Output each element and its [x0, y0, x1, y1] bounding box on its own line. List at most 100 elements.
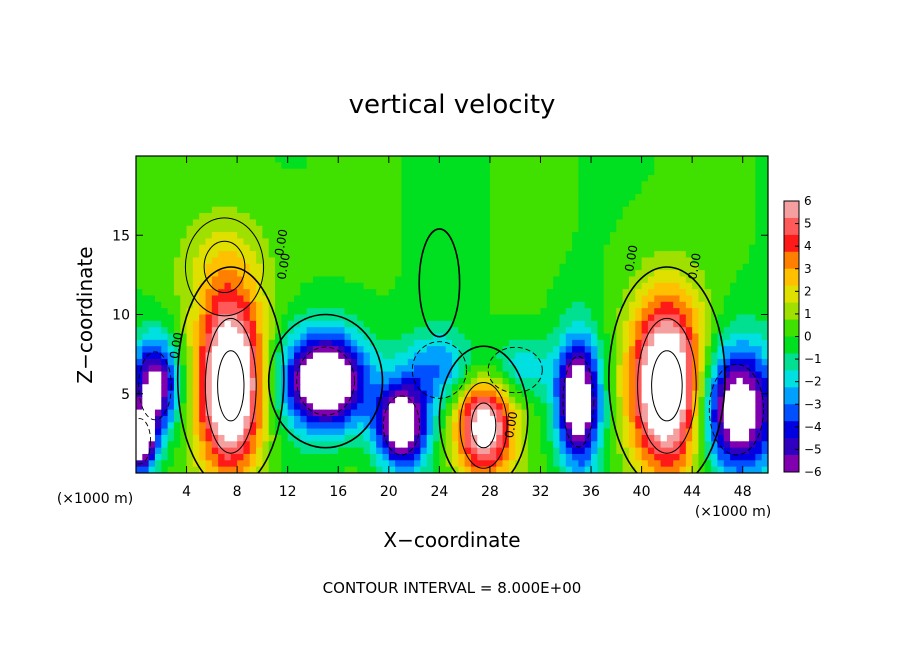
heatmap-cell [660, 409, 668, 417]
heatmap-cell [515, 377, 523, 385]
heatmap-cell [578, 295, 586, 303]
heatmap-cell [287, 295, 295, 303]
heatmap-cell [433, 270, 440, 278]
heatmap-cell [180, 187, 188, 195]
heatmap-cell [287, 327, 295, 335]
heatmap-cell [641, 320, 649, 328]
heatmap-cell [546, 200, 554, 208]
heatmap-cell [660, 415, 668, 423]
heatmap-cell [559, 257, 567, 265]
heatmap-cell [376, 206, 384, 214]
heatmap-cell [218, 244, 226, 252]
heatmap-cell [357, 339, 365, 347]
heatmap-cell [192, 276, 200, 284]
heatmap-cell [483, 289, 491, 297]
heatmap-cell [136, 244, 143, 252]
heatmap-cell [192, 365, 200, 373]
heatmap-cell [565, 453, 573, 461]
heatmap-cell [584, 232, 592, 240]
heatmap-cell [698, 181, 706, 189]
heatmap-cell [508, 327, 516, 335]
heatmap-cell [281, 434, 289, 442]
heatmap-cell [679, 263, 687, 271]
heatmap-cell [401, 257, 409, 265]
heatmap-cell [685, 346, 693, 354]
heatmap-cell [186, 333, 194, 341]
heatmap-cell [294, 181, 301, 189]
heatmap-cell [704, 225, 712, 233]
heatmap-cell [344, 301, 352, 309]
heatmap-cell [704, 441, 712, 449]
heatmap-cell [414, 466, 421, 473]
heatmap-cell [470, 447, 478, 455]
heatmap-cell [180, 371, 188, 379]
heatmap-cell [749, 390, 756, 398]
heatmap-cell [300, 384, 308, 392]
heatmap-cell [407, 244, 415, 252]
heatmap-cell [483, 377, 491, 385]
heatmap-cell [338, 327, 346, 335]
heatmap-cell [622, 219, 630, 227]
heatmap-cell [388, 276, 396, 284]
heatmap-cell [527, 441, 535, 449]
heatmap-cell [698, 409, 706, 417]
heatmap-cell [458, 257, 466, 265]
heatmap-cell [281, 314, 289, 322]
heatmap-cell [154, 187, 162, 195]
heatmap-cell [704, 339, 712, 347]
heatmap-cell [376, 447, 384, 455]
heatmap-cell [275, 213, 282, 220]
heatmap-cell [559, 415, 567, 423]
heatmap-cell [445, 365, 453, 373]
heatmap-cell [363, 276, 371, 284]
heatmap-cell [407, 251, 415, 259]
heatmap-cell [736, 377, 744, 385]
heatmap-cell [192, 270, 200, 278]
heatmap-cell [622, 358, 630, 366]
heatmap-cell [439, 213, 447, 220]
heatmap-cell [761, 308, 768, 316]
heatmap-cell [666, 219, 674, 227]
heatmap-cell [470, 390, 478, 398]
heatmap-cell [275, 219, 282, 227]
heatmap-cell [458, 263, 466, 271]
heatmap-cell [742, 415, 750, 423]
heatmap-cell [382, 365, 390, 373]
heatmap-cell [148, 263, 156, 271]
heatmap-cell [350, 301, 358, 309]
heatmap-cell [331, 358, 339, 366]
heatmap-cell [749, 314, 756, 322]
heatmap-cell [249, 365, 257, 373]
heatmap-cell [597, 232, 605, 240]
heatmap-cell [470, 162, 478, 170]
heatmap-cell [610, 390, 617, 398]
heatmap-cell [268, 409, 276, 417]
heatmap-cell [237, 422, 245, 430]
heatmap-cell [711, 460, 719, 468]
heatmap-cell [477, 346, 485, 354]
heatmap-cell [331, 295, 339, 303]
heatmap-cell [616, 422, 624, 430]
heatmap-cell [268, 219, 276, 227]
heatmap-cell [357, 409, 365, 417]
heatmap-cell [433, 206, 440, 214]
heatmap-cell [407, 156, 415, 163]
heatmap-cell [685, 175, 693, 182]
heatmap-cell [546, 320, 554, 328]
heatmap-cell [755, 428, 763, 436]
heatmap-cell [243, 308, 251, 316]
heatmap-cell [218, 396, 226, 404]
heatmap-cell [477, 415, 485, 423]
heatmap-cell [553, 441, 561, 449]
heatmap-cell [199, 238, 207, 246]
heatmap-cell [319, 168, 327, 176]
heatmap-cell [173, 352, 181, 360]
heatmap-cell [142, 301, 150, 309]
heatmap-cell [211, 200, 219, 208]
heatmap-cell [325, 175, 333, 182]
heatmap-cell [584, 308, 592, 316]
heatmap-cell [546, 263, 554, 271]
heatmap-cell [610, 175, 617, 182]
heatmap-cell [464, 194, 472, 201]
heatmap-cell [597, 308, 605, 316]
